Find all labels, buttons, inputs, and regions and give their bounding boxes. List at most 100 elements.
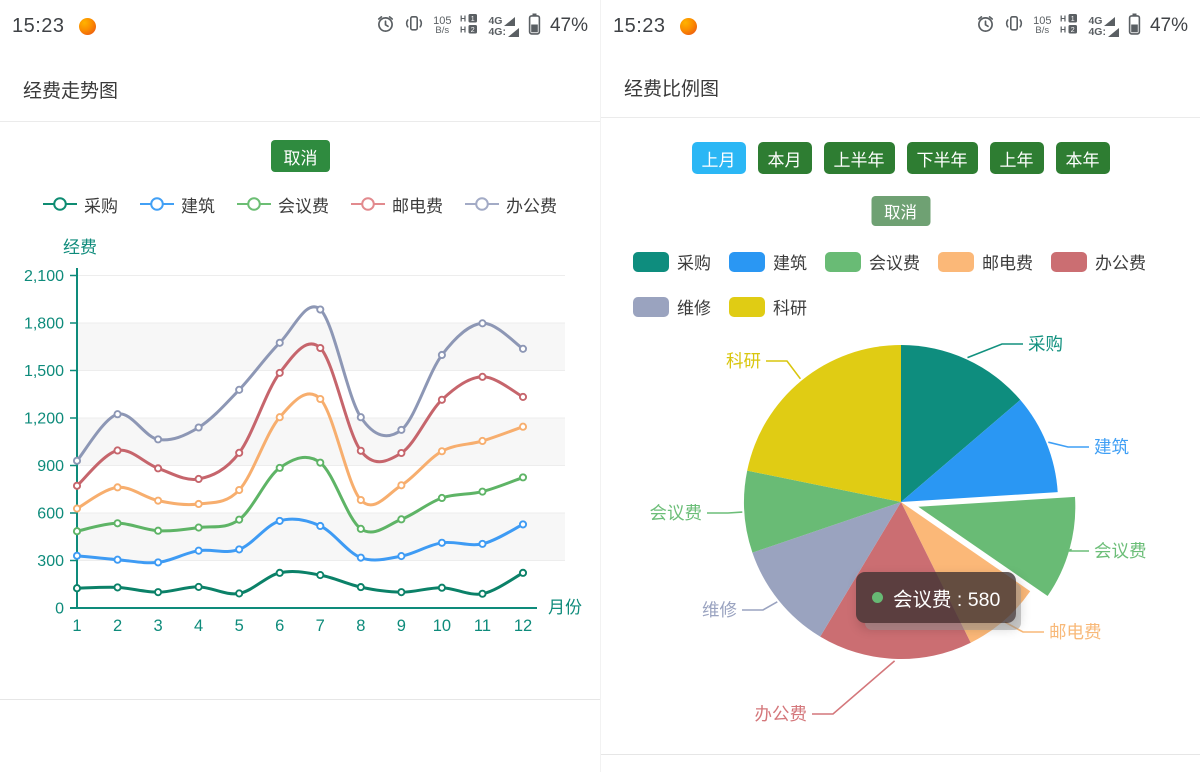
- line-series-0[interactable]: [75, 570, 525, 596]
- data-point[interactable]: [194, 582, 203, 591]
- data-point[interactable]: [316, 571, 325, 580]
- data-point[interactable]: [72, 481, 82, 490]
- data-point[interactable]: [356, 495, 365, 505]
- data-point[interactable]: [194, 523, 203, 532]
- data-point[interactable]: [518, 422, 528, 431]
- data-point[interactable]: [478, 539, 487, 548]
- data-point[interactable]: [397, 425, 406, 434]
- data-point[interactable]: [194, 499, 203, 509]
- data-point[interactable]: [154, 588, 163, 597]
- data-point[interactable]: [113, 519, 122, 528]
- period-button-0[interactable]: 上月: [691, 142, 746, 174]
- data-point[interactable]: [397, 448, 406, 458]
- data-point[interactable]: [275, 338, 284, 347]
- data-point[interactable]: [437, 538, 446, 547]
- data-point[interactable]: [235, 515, 244, 524]
- data-point[interactable]: [235, 589, 244, 598]
- legend-item-1[interactable]: 建筑: [140, 192, 215, 217]
- period-button-5[interactable]: 本年: [1055, 142, 1110, 174]
- data-point[interactable]: [113, 483, 122, 492]
- data-point[interactable]: [194, 474, 203, 484]
- data-point[interactable]: [397, 552, 406, 561]
- pie-slice-2[interactable]: [918, 496, 1076, 596]
- data-point[interactable]: [154, 496, 163, 505]
- data-point[interactable]: [154, 435, 163, 444]
- data-point[interactable]: [275, 568, 284, 577]
- legend-item-4[interactable]: 办公费: [465, 192, 557, 217]
- data-point[interactable]: [154, 464, 163, 473]
- data-point[interactable]: [113, 555, 122, 564]
- data-point[interactable]: [235, 545, 244, 554]
- data-point[interactable]: [275, 463, 284, 472]
- legend-item-3[interactable]: 邮电费: [938, 249, 1033, 274]
- data-point[interactable]: [478, 589, 487, 598]
- data-point[interactable]: [275, 413, 284, 422]
- pie-slice-7[interactable]: [747, 345, 901, 502]
- data-point[interactable]: [154, 558, 163, 567]
- legend-item-0[interactable]: 采购: [43, 192, 118, 217]
- data-point[interactable]: [397, 515, 406, 524]
- pie-slice-5[interactable]: [752, 502, 901, 637]
- legend-item-2[interactable]: 会议费: [825, 249, 920, 274]
- cancel-button[interactable]: 取消: [871, 196, 930, 226]
- data-point[interactable]: [518, 568, 528, 577]
- data-point[interactable]: [275, 516, 284, 525]
- data-point[interactable]: [154, 526, 163, 535]
- data-point[interactable]: [113, 410, 122, 419]
- data-point[interactable]: [356, 524, 365, 533]
- data-point[interactable]: [437, 583, 446, 592]
- period-button-4[interactable]: 上年: [989, 142, 1044, 174]
- data-point[interactable]: [113, 446, 122, 455]
- data-point[interactable]: [72, 527, 82, 536]
- data-point[interactable]: [235, 485, 244, 495]
- data-point[interactable]: [478, 372, 487, 381]
- data-point[interactable]: [113, 583, 122, 592]
- legend-item-3[interactable]: 邮电费: [351, 192, 443, 217]
- data-point[interactable]: [437, 350, 446, 360]
- period-button-1[interactable]: 本月: [757, 142, 812, 174]
- data-point[interactable]: [194, 423, 203, 432]
- data-point[interactable]: [478, 487, 487, 496]
- data-point[interactable]: [356, 413, 365, 422]
- data-point[interactable]: [437, 447, 446, 456]
- data-point[interactable]: [72, 584, 82, 593]
- data-point[interactable]: [72, 551, 82, 560]
- data-point[interactable]: [437, 493, 446, 503]
- pie-slice-0[interactable]: [901, 345, 1021, 502]
- legend-item-6[interactable]: 科研: [729, 294, 807, 319]
- pie-slice-1[interactable]: [901, 399, 1058, 502]
- data-point[interactable]: [194, 546, 203, 555]
- legend-item-5[interactable]: 维修: [633, 294, 711, 319]
- data-point[interactable]: [397, 588, 406, 597]
- data-point[interactable]: [518, 344, 528, 353]
- data-point[interactable]: [518, 520, 528, 529]
- legend-item-4[interactable]: 办公费: [1051, 249, 1146, 274]
- data-point[interactable]: [72, 456, 82, 465]
- data-point[interactable]: [316, 458, 325, 467]
- pie-slice-6[interactable]: [744, 470, 901, 553]
- data-point[interactable]: [316, 521, 325, 531]
- data-point[interactable]: [316, 343, 325, 353]
- legend-item-2[interactable]: 会议费: [237, 192, 329, 217]
- period-button-3[interactable]: 下半年: [906, 142, 978, 174]
- data-point[interactable]: [397, 481, 406, 490]
- data-point[interactable]: [478, 319, 487, 328]
- data-point[interactable]: [72, 504, 82, 513]
- data-point[interactable]: [356, 583, 365, 592]
- cancel-button[interactable]: 取消: [271, 140, 330, 172]
- data-point[interactable]: [518, 392, 528, 401]
- data-point[interactable]: [316, 394, 325, 404]
- data-point[interactable]: [478, 436, 487, 446]
- data-point[interactable]: [275, 368, 284, 377]
- legend-item-0[interactable]: 采购: [633, 249, 711, 274]
- period-button-2[interactable]: 上半年: [823, 142, 895, 174]
- data-point[interactable]: [518, 473, 528, 482]
- legend-item-1[interactable]: 建筑: [729, 249, 807, 274]
- data-point[interactable]: [356, 446, 365, 455]
- data-point[interactable]: [235, 448, 244, 457]
- data-point[interactable]: [316, 305, 325, 314]
- data-point[interactable]: [356, 553, 365, 562]
- data-point[interactable]: [235, 385, 244, 394]
